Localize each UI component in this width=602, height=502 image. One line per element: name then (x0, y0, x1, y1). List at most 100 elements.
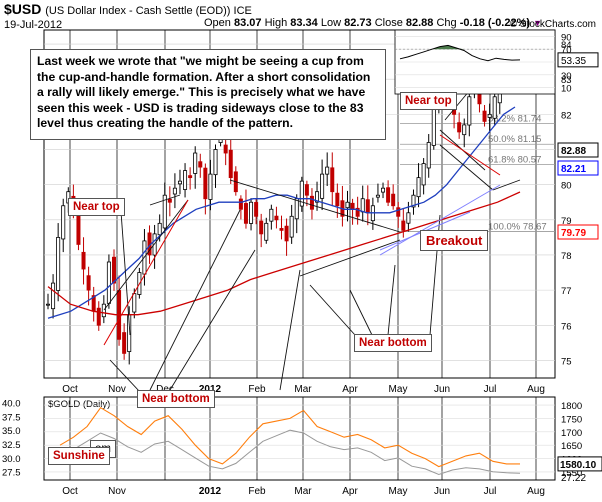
annotation-line (229, 179, 401, 233)
candle-body (416, 177, 421, 198)
price-tag (557, 142, 599, 158)
gold-y-tick-left: 32.5 (2, 440, 21, 451)
ohlc-readout: Open 83.07 High 83.34 Low 82.73 Close 82… (204, 17, 542, 29)
fib-label: 50.0% 81.15 (488, 134, 541, 145)
price-y-tick: 80 (561, 181, 572, 192)
gold-x-tick: Aug (527, 486, 545, 497)
chg-label: Chg (436, 17, 457, 29)
candle-body (101, 303, 106, 318)
fib-label: 38.2% 81.74 (488, 114, 541, 125)
gold-x-tick: Jun (434, 486, 450, 497)
candle-body (238, 198, 243, 210)
candle-body (86, 275, 91, 291)
annotation-line (444, 89, 471, 121)
candle-body (183, 170, 188, 190)
candle-body (76, 211, 81, 245)
price-x-tick: Jun (434, 384, 450, 395)
candle-body (228, 149, 233, 179)
annotation-line (109, 359, 141, 393)
candle-body (203, 167, 208, 200)
annotation-line (149, 194, 181, 206)
candle-body (309, 195, 314, 210)
gold-y-tick-left: 30.0 (2, 454, 21, 465)
candle-body (132, 293, 137, 313)
gold-x-tick: Jul (484, 486, 497, 497)
price-y-tick: 76 (561, 321, 572, 332)
rsi-y-tick: 70 (561, 45, 572, 56)
open-label: Open (204, 17, 231, 29)
candle-body (96, 307, 101, 326)
price-x-tick: May (389, 384, 408, 395)
gold-y-tick-right: 1550 (561, 468, 582, 479)
candle-body (411, 194, 416, 208)
candle-body (299, 180, 304, 207)
label-near-bottom-left: Near bottom (137, 390, 215, 408)
gold-tag (557, 456, 602, 472)
candle-body (162, 194, 167, 229)
price-x-tick: Jul (484, 384, 497, 395)
candle-body (213, 149, 218, 176)
candle-body (431, 106, 436, 146)
fib-label: 61.8% 80.57 (488, 155, 541, 166)
candle-body (304, 184, 309, 196)
close-value: 82.88 (405, 17, 434, 29)
candle-body (254, 202, 259, 217)
candle-body (365, 199, 370, 214)
open-value: 83.07 (233, 17, 262, 29)
candle-body (177, 180, 182, 185)
rsi-line (399, 44, 521, 62)
candle-body (223, 144, 228, 154)
price-tag-label: 82.88 (561, 146, 586, 157)
rsi-y-tick: 90 (561, 32, 572, 43)
price-tag (557, 160, 599, 176)
candle-body (462, 124, 467, 136)
candle-body (61, 205, 66, 240)
fib-label: 100.0% 78.67 (488, 221, 547, 232)
credit: © StockCharts.com (509, 19, 596, 30)
annotation-line (387, 264, 396, 336)
high-label: High (264, 17, 288, 29)
candle-body (350, 202, 355, 210)
trend-line-blue (379, 184, 501, 256)
annotation-line (309, 284, 356, 336)
gold-line (59, 406, 520, 468)
candle-body (46, 303, 51, 306)
gold-x-tick: Mar (294, 486, 312, 497)
candle-body (269, 208, 274, 222)
candle-body (243, 203, 248, 224)
annotation-line (492, 179, 521, 191)
close-label: Close (374, 17, 403, 29)
candle-body (315, 191, 320, 203)
silver-line (59, 429, 521, 476)
candle-body (279, 228, 284, 231)
gold-y-tick-left: 40.0 (2, 399, 21, 410)
rsi-tag (557, 52, 599, 68)
gold-x-tick: Nov (108, 486, 126, 497)
candle-body (106, 261, 111, 304)
candle-body (426, 142, 431, 169)
candle-body (330, 167, 335, 193)
candle-body (360, 198, 365, 213)
high-value: 83.34 (290, 17, 318, 29)
candle-body (167, 198, 172, 203)
gold-y-tick-left: 35.0 (2, 426, 21, 437)
chg-down-icon: ▼ (533, 18, 543, 28)
candle-body (457, 122, 462, 133)
candle-body (325, 166, 330, 175)
label-near-top-left: Near top (68, 198, 125, 216)
candle-body (193, 152, 198, 174)
candle-body (157, 222, 162, 236)
trend-line-red (439, 134, 501, 176)
price-y-tick: 75 (561, 356, 572, 367)
candle-body (208, 173, 213, 200)
price-y-tick: 79 (561, 216, 572, 227)
candle-body (294, 198, 299, 220)
annotation-line (169, 249, 256, 391)
price-y-tick: 82 (561, 110, 572, 121)
chart-title: $USD (US Dollar Index - Cash Settle (EOD… (4, 1, 252, 17)
candle-body (198, 161, 203, 168)
candle-body (284, 225, 289, 242)
gold-x-tick: May (389, 486, 408, 497)
annotation-line (119, 197, 131, 336)
low-value: 82.73 (344, 17, 372, 29)
